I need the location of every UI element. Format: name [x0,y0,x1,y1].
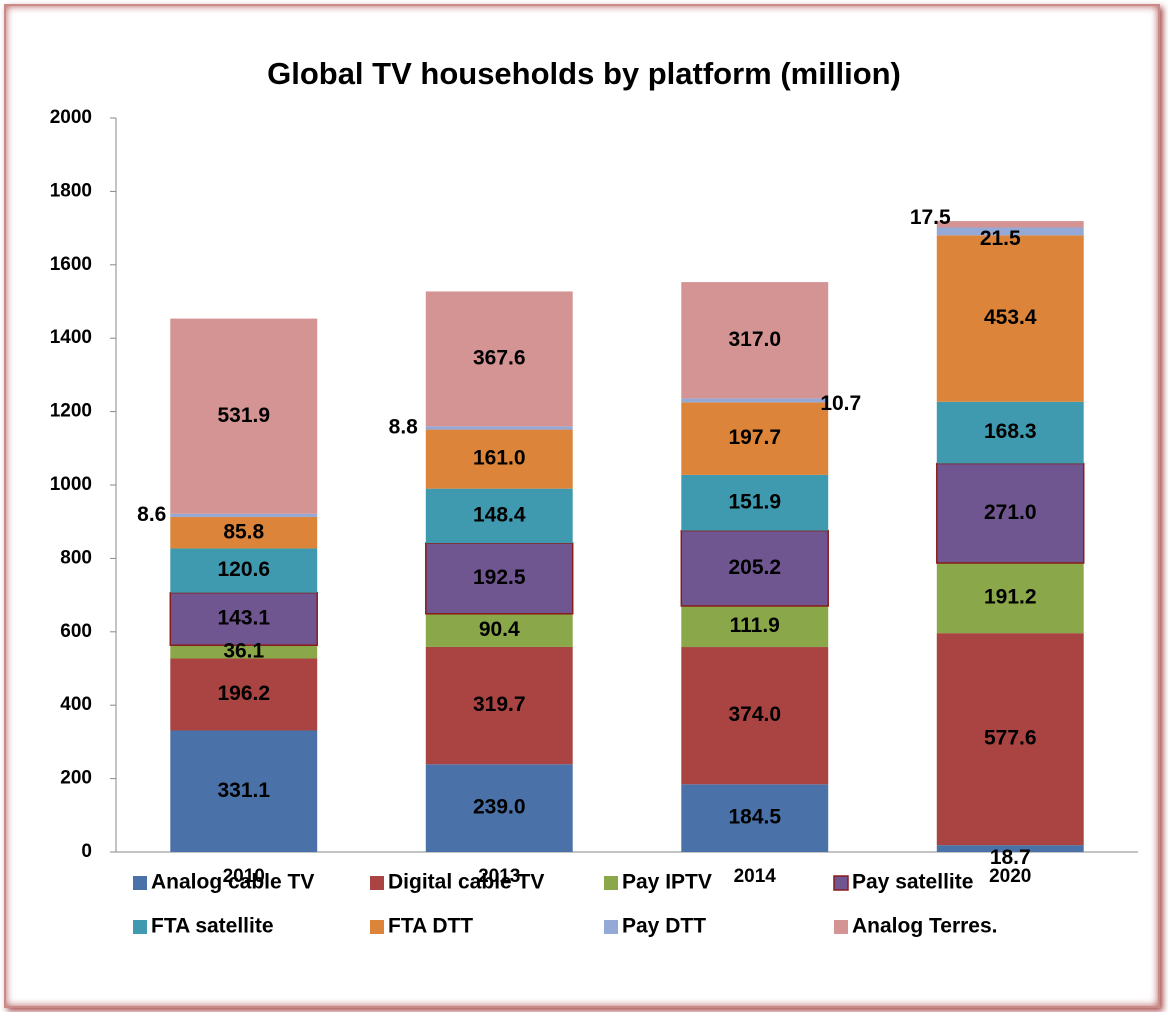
bar-segment [170,658,318,731]
data-label: 8.8 [389,416,419,439]
legend-swatch [370,920,384,934]
y-tick-label: 1000 [50,474,92,495]
bar-segment [170,645,318,659]
x-tick-label: 2013 [478,866,520,887]
legend-swatch [604,876,618,890]
y-tick-label: 1200 [50,401,92,422]
bar-segment [936,562,1084,634]
data-label: 120.6 [217,558,270,581]
legend-swatch [833,875,849,891]
legend-label: Pay DTT [622,915,706,938]
y-tick-label: 200 [60,768,92,789]
y-tick-label: 2000 [50,107,92,128]
legend-swatch [133,876,147,890]
x-tick-label: 2010 [223,866,265,887]
legend-label: FTA satellite [151,915,274,938]
legend-swatch [133,920,147,934]
bar-segment [425,426,573,430]
bar-segment [936,235,1084,402]
data-label: 21.5 [980,227,1021,250]
data-label: 148.4 [473,503,526,526]
data-label: 453.4 [984,306,1037,329]
bar-segment [170,516,318,549]
bar-segment [681,398,829,403]
bar-segment [425,291,573,427]
x-tick-label: 2020 [989,866,1031,887]
data-label: 205.2 [728,556,781,579]
data-label: 367.6 [473,346,526,369]
bar-segment [425,488,573,544]
bar-segment [936,401,1084,464]
data-label: 192.5 [473,566,526,589]
bar-segment [936,845,1084,852]
data-label: 577.6 [984,727,1037,750]
data-label: 85.8 [223,520,264,543]
data-label: 18.7 [990,846,1031,869]
bar-segment [936,633,1084,846]
bar-segment [425,542,574,615]
data-label: 317.0 [728,328,781,351]
data-label: 90.4 [479,618,520,641]
bar-segment [681,647,829,785]
data-label: 161.0 [473,447,526,470]
bar-segment [425,646,573,765]
bar-segment [936,227,1084,236]
data-label: 239.0 [473,796,526,819]
y-tick-label: 1800 [50,180,92,201]
y-tick-label: 0 [81,841,92,862]
data-label: 196.2 [217,682,270,705]
legend-label: Analog Terres. [852,915,997,938]
bar-segment [425,613,573,647]
bar-segment [681,474,829,531]
y-tick-label: 400 [60,694,92,715]
x-tick-label: 2014 [734,866,777,887]
legend-label: Analog cable TV [151,871,314,894]
data-label: 17.5 [910,206,951,229]
data-label: 197.7 [728,426,781,449]
legend-label: Pay satellite [852,871,973,894]
bar-segment [170,730,318,852]
bar-segment [170,513,318,517]
data-label: 168.3 [984,420,1037,443]
y-tick-label: 1600 [50,254,92,275]
legend-label: Pay IPTV [622,871,712,894]
data-label: 184.5 [728,806,781,829]
data-label: 10.7 [820,392,861,415]
data-label: 331.1 [217,779,270,802]
legend-label: FTA DTT [388,915,473,938]
bar-segment [170,548,318,593]
bar-segment [425,429,573,489]
data-label: 8.6 [137,503,166,526]
y-tick-label: 600 [60,621,92,642]
data-label: 531.9 [217,404,270,427]
legend-label: Digital cable TV [388,871,544,894]
bar-segment [170,318,318,514]
legend-swatch [834,920,848,934]
y-tick-label: 800 [60,547,92,568]
data-label: 374.0 [728,703,781,726]
bar-segment [936,221,1084,228]
data-label: 191.2 [984,586,1037,609]
data-label: 36.1 [223,639,264,662]
data-label: 271.0 [984,501,1037,524]
bar-segment [681,784,829,852]
chart-title: Global TV households by platform (millio… [267,56,901,91]
data-label: 151.9 [728,490,781,513]
legend-swatch [604,920,618,934]
bar-segment [681,402,829,475]
data-label: 111.9 [730,614,780,637]
data-label: 319.7 [473,693,526,716]
y-tick-label: 1400 [50,327,92,348]
data-label: 143.1 [217,607,270,630]
legend-swatch [370,876,384,890]
bar-segment [681,605,829,648]
bar-segment [681,282,829,399]
bar-segment [936,462,1085,564]
bar-segment [425,764,573,852]
